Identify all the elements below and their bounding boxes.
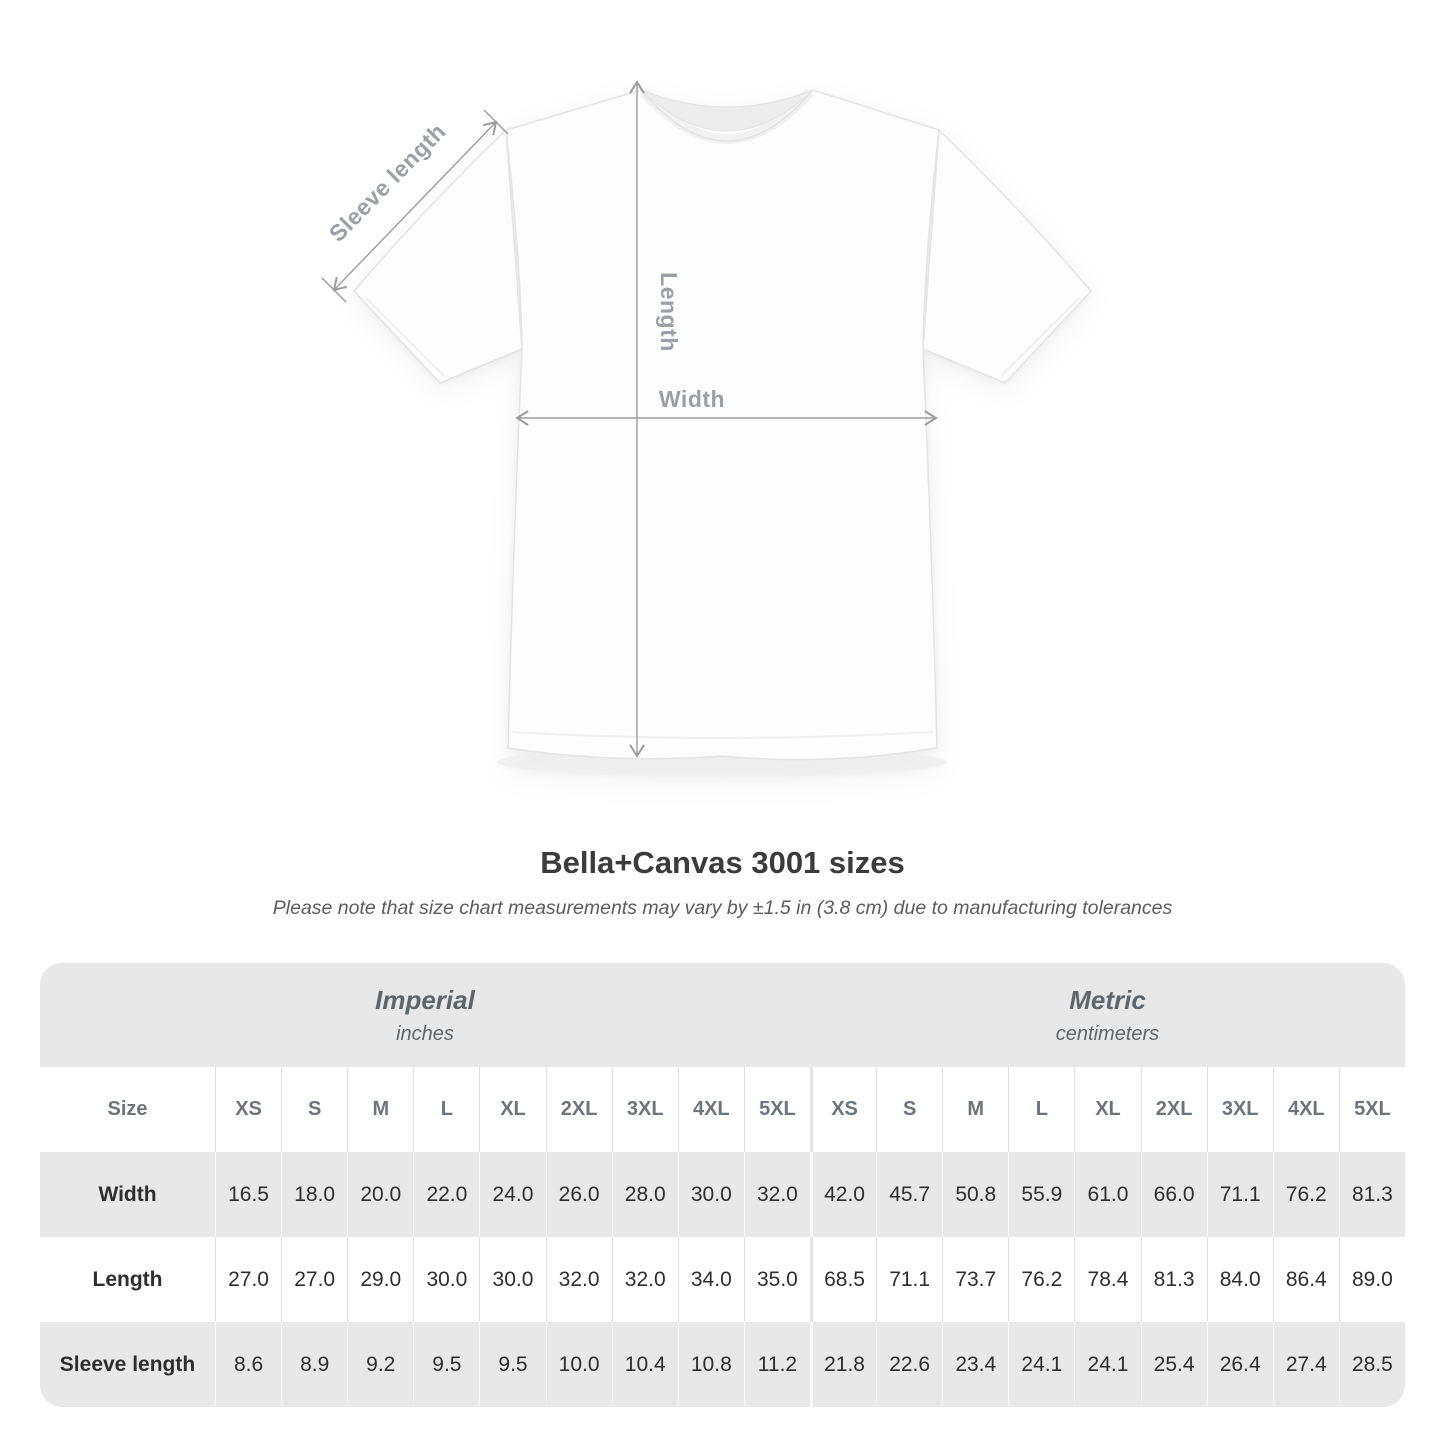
unit-group-header-row: Imperial inches Metric centimeters	[40, 963, 1405, 1067]
table-cell: 35.0	[743, 1237, 810, 1322]
column-header: S	[281, 1067, 348, 1152]
size-header-row: Size XS S M L XL 2XL 3XL 4XL 5XL XS S M …	[40, 1067, 1405, 1152]
table-cell: 68.5	[809, 1237, 877, 1322]
tshirt-measurement-diagram: Sleeve length Length Width	[321, 80, 1093, 777]
table-cell: 76.2	[1272, 1152, 1339, 1237]
sleeve-arrow-tick-top	[483, 109, 509, 135]
column-header: XL	[479, 1067, 546, 1152]
table-cell: 18.0	[281, 1152, 348, 1237]
sleeve-length-arrow	[332, 120, 498, 292]
length-label: Length	[656, 272, 682, 352]
table-cell: 50.8	[942, 1152, 1009, 1237]
table-cell: 9.5	[479, 1322, 546, 1407]
table-cell: 66.0	[1140, 1152, 1207, 1237]
table-cell: 27.0	[281, 1237, 348, 1322]
table-cell: 32.0	[611, 1237, 678, 1322]
column-header: M	[347, 1067, 414, 1152]
width-label: Width	[659, 386, 725, 412]
sleeve-arrow-tick-bottom	[321, 277, 347, 303]
table-cell: 73.7	[942, 1237, 1009, 1322]
table-cell: 34.0	[677, 1237, 744, 1322]
metric-label: Metric	[1069, 984, 1146, 1015]
table-cell: 42.0	[809, 1152, 877, 1237]
table-cell: 30.0	[479, 1237, 546, 1322]
table-cell: 8.9	[281, 1322, 348, 1407]
table-cell: 27.0	[215, 1237, 282, 1322]
column-header: 3XL	[611, 1067, 678, 1152]
table-cell: 71.1	[1206, 1152, 1273, 1237]
measurement-arrows	[321, 80, 938, 758]
table-cell: 30.0	[677, 1152, 744, 1237]
table-cell: 28.0	[611, 1152, 678, 1237]
table-cell: 28.5	[1338, 1322, 1405, 1407]
table-cell: 32.0	[545, 1237, 612, 1322]
row-label-length: Length	[40, 1237, 215, 1322]
table-cell: 76.2	[1008, 1237, 1075, 1322]
table-cell: 22.6	[876, 1322, 943, 1407]
table-cell: 25.4	[1140, 1322, 1207, 1407]
table-cell: 16.5	[215, 1152, 282, 1237]
table-cell: 55.9	[1008, 1152, 1075, 1237]
imperial-unit-label: inches	[396, 1022, 454, 1045]
column-header: 4XL	[677, 1067, 744, 1152]
table-cell: 10.0	[545, 1322, 612, 1407]
row-label-sleeve-length: Sleeve length	[40, 1322, 215, 1407]
table-cell: 61.0	[1074, 1152, 1141, 1237]
row-label-width: Width	[40, 1152, 215, 1237]
table-cell: 11.2	[743, 1322, 810, 1407]
page-title: Bella+Canvas 3001 sizes	[540, 845, 905, 880]
table-cell: 81.3	[1338, 1152, 1405, 1237]
metric-unit-label: centimeters	[1055, 1022, 1160, 1045]
length-row: Length 27.0 27.0 29.0 30.0 30.0 32.0 32.…	[40, 1237, 1405, 1322]
column-header: XS	[215, 1067, 282, 1152]
metric-group-header: Metric centimeters	[809, 963, 1405, 1067]
table-cell: 89.0	[1338, 1237, 1405, 1322]
table-cell: 32.0	[743, 1152, 810, 1237]
column-header: XL	[1074, 1067, 1141, 1152]
table-cell: 24.1	[1074, 1322, 1141, 1407]
table-cell: 29.0	[347, 1237, 414, 1322]
column-header: 2XL	[545, 1067, 612, 1152]
table-cell: 24.1	[1008, 1322, 1075, 1407]
table-cell: 86.4	[1272, 1237, 1339, 1322]
table-cell: 71.1	[876, 1237, 943, 1322]
table-cell: 45.7	[876, 1152, 943, 1237]
column-header: M	[942, 1067, 1009, 1152]
column-header: 5XL	[743, 1067, 810, 1152]
imperial-label: Imperial	[375, 984, 475, 1015]
table-cell: 81.3	[1140, 1237, 1207, 1322]
table-cell: 27.4	[1272, 1322, 1339, 1407]
table-cell: 30.0	[413, 1237, 480, 1322]
column-header: 5XL	[1338, 1067, 1405, 1152]
table-cell: 21.8	[809, 1322, 877, 1407]
table-cell: 10.8	[677, 1322, 744, 1407]
table-cell: 9.5	[413, 1322, 480, 1407]
table-cell: 84.0	[1206, 1237, 1273, 1322]
table-cell: 78.4	[1074, 1237, 1141, 1322]
size-chart-table: Imperial inches Metric centimeters Size …	[40, 963, 1405, 1407]
table-cell: 26.0	[545, 1152, 612, 1237]
table-cell: 26.4	[1206, 1322, 1273, 1407]
column-header: 4XL	[1272, 1067, 1339, 1152]
table-cell: 8.6	[215, 1322, 282, 1407]
column-header: 3XL	[1206, 1067, 1273, 1152]
table-cell: 10.4	[611, 1322, 678, 1407]
column-header: XS	[809, 1067, 877, 1152]
column-header: S	[876, 1067, 943, 1152]
width-row: Width 16.5 18.0 20.0 22.0 24.0 26.0 28.0…	[40, 1152, 1405, 1237]
table-cell: 22.0	[413, 1152, 480, 1237]
size-header: Size	[40, 1067, 215, 1152]
tshirt-graphic	[352, 88, 1093, 777]
table-cell: 20.0	[347, 1152, 414, 1237]
column-header: 2XL	[1140, 1067, 1207, 1152]
tolerance-note: Please note that size chart measurements…	[272, 897, 1173, 919]
imperial-group-header: Imperial inches	[40, 963, 810, 1067]
sleeve-length-row: Sleeve length 8.6 8.9 9.2 9.5 9.5 10.0 1…	[40, 1322, 1405, 1407]
column-header: L	[1008, 1067, 1075, 1152]
table-cell: 24.0	[479, 1152, 546, 1237]
column-header: L	[413, 1067, 480, 1152]
table-cell: 9.2	[347, 1322, 414, 1407]
table-cell: 23.4	[942, 1322, 1009, 1407]
